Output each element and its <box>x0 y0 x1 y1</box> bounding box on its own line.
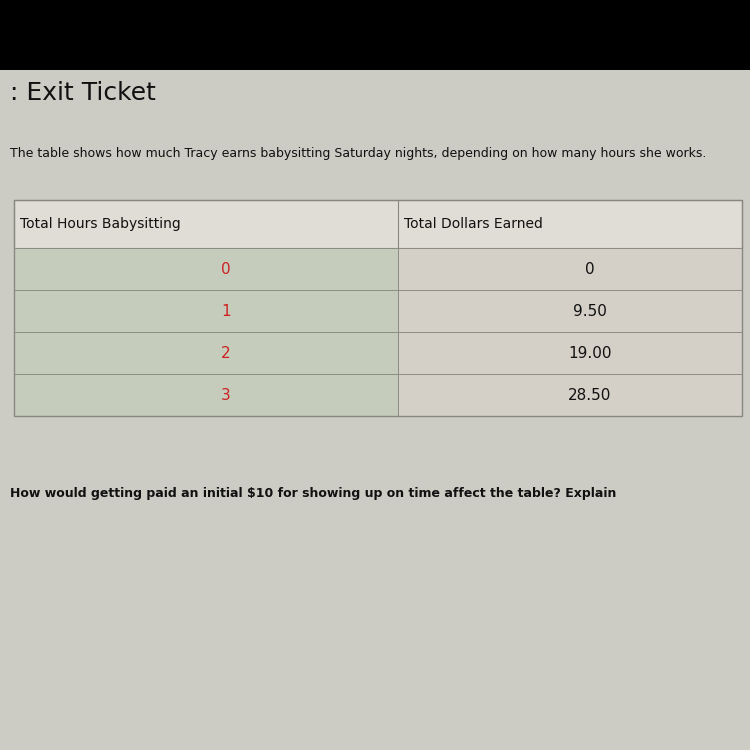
Text: Total Hours Babysitting: Total Hours Babysitting <box>20 217 181 231</box>
Text: The table shows how much Tracy earns babysitting Saturday nights, depending on h: The table shows how much Tracy earns bab… <box>10 147 706 160</box>
Text: 0: 0 <box>221 262 231 277</box>
Bar <box>14 248 398 290</box>
Text: How would getting paid an initial $10 for showing up on time affect the table? E: How would getting paid an initial $10 fo… <box>10 487 616 500</box>
Bar <box>398 332 742 374</box>
Bar <box>398 290 742 332</box>
Bar <box>0 0 750 70</box>
Text: 9.50: 9.50 <box>573 304 607 319</box>
Text: 28.50: 28.50 <box>568 388 612 403</box>
Text: 1: 1 <box>221 304 231 319</box>
Bar <box>14 374 398 416</box>
Bar <box>398 374 742 416</box>
Text: Total Dollars Earned: Total Dollars Earned <box>404 217 543 231</box>
Bar <box>14 290 398 332</box>
Bar <box>398 248 742 290</box>
Text: : Exit Ticket: : Exit Ticket <box>10 81 156 105</box>
Text: 0: 0 <box>585 262 595 277</box>
Bar <box>14 332 398 374</box>
Bar <box>14 200 742 248</box>
Text: 3: 3 <box>221 388 231 403</box>
Text: 19.00: 19.00 <box>568 346 612 361</box>
Bar <box>14 200 742 416</box>
Text: 2: 2 <box>221 346 231 361</box>
